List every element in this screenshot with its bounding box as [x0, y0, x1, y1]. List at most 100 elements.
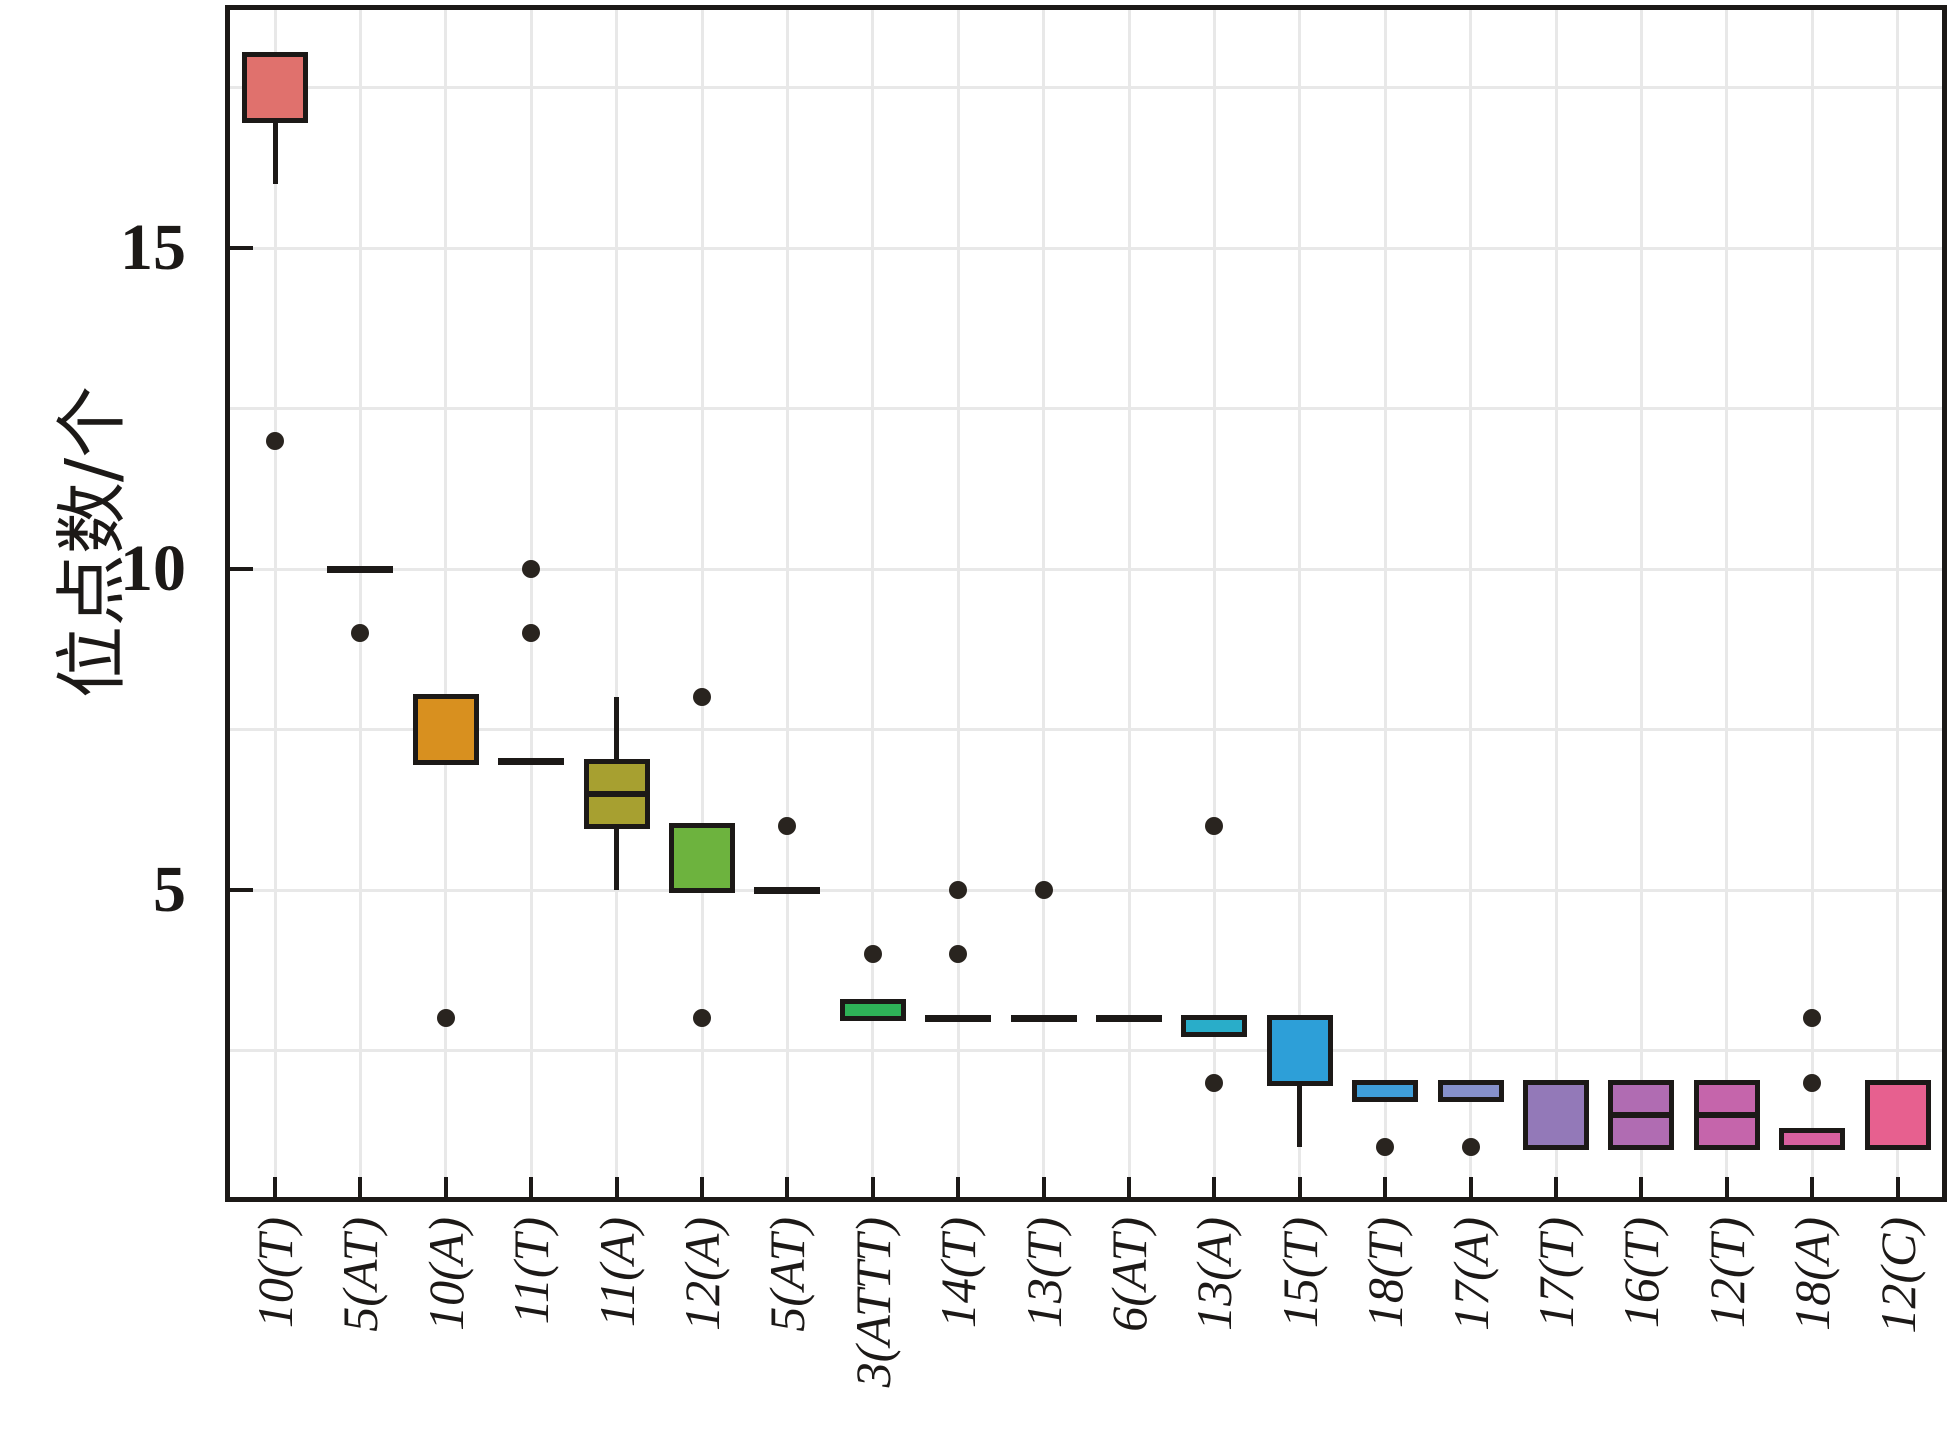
outlier-dot-10(T) [266, 431, 284, 450]
h-gridline [230, 567, 1942, 571]
v-gridline [1127, 10, 1131, 1197]
x-tick-label-14(T): 14(T) [930, 1217, 987, 1329]
x-tick-label-5(AT): 5(AT) [759, 1217, 816, 1332]
flat-box-13(T) [1010, 1014, 1077, 1022]
flat-box-11(T) [498, 758, 565, 766]
x-tick-label-17(A): 17(A) [1442, 1217, 1499, 1331]
median-12(T) [1698, 1111, 1755, 1118]
box-10(T) [242, 52, 308, 123]
v-gridline [1725, 10, 1729, 1197]
x-tick [1212, 1177, 1217, 1202]
x-tick [614, 1177, 619, 1202]
y-tick [225, 567, 253, 571]
outlier-dot-13(A) [1205, 1073, 1224, 1092]
outlier-dot-18(T) [1376, 1137, 1395, 1156]
outlier-dot-11(T) [522, 560, 541, 578]
v-gridline [956, 10, 960, 1197]
outlier-dot-5(AT) [351, 624, 370, 643]
x-tick [785, 1177, 790, 1202]
v-gridline [273, 10, 277, 1197]
v-gridline [1554, 10, 1558, 1197]
h-gridline [230, 1049, 1942, 1052]
x-tick-label-12(T): 12(T) [1698, 1217, 1755, 1329]
outlier-dot-3(ATTT) [863, 945, 882, 964]
box-15(T) [1266, 1015, 1333, 1086]
box-12(A) [669, 822, 735, 893]
x-tick-label-18(A): 18(A) [1784, 1217, 1841, 1331]
x-tick [273, 1177, 277, 1202]
v-gridline [1810, 10, 1814, 1197]
v-gridline [615, 10, 619, 1197]
y-tick-label: 5 [153, 853, 186, 926]
v-gridline [1042, 10, 1046, 1197]
box-18(A) [1779, 1127, 1846, 1150]
v-gridline [529, 10, 533, 1197]
lower-whisker-11(A) [614, 825, 620, 890]
v-gridline [1298, 10, 1302, 1197]
x-tick-label-10(A): 10(A) [417, 1217, 474, 1331]
y-tick [225, 888, 253, 892]
median-11(A) [588, 790, 645, 797]
x-tick [1041, 1177, 1046, 1202]
x-tick [1127, 1177, 1131, 1202]
v-gridline [1896, 10, 1900, 1197]
x-tick [956, 1177, 961, 1202]
lower-whisker-10(T) [272, 119, 278, 184]
x-tick-label-13(T): 13(T) [1015, 1217, 1072, 1329]
plot-panel [225, 5, 1947, 1202]
x-tick-label-17(T): 17(T) [1528, 1217, 1584, 1329]
x-tick [1297, 1177, 1302, 1202]
x-tick-label-10(T): 10(T) [247, 1217, 303, 1329]
x-tick [870, 1177, 875, 1202]
h-gridline [230, 86, 1942, 89]
x-tick [443, 1177, 448, 1202]
x-tick [358, 1177, 363, 1202]
x-tick [1895, 1177, 1900, 1202]
flat-box-6(AT) [1096, 1014, 1162, 1022]
x-tick-label-3(ATTT): 3(ATTT) [844, 1217, 901, 1388]
y-tick-label: 15 [120, 211, 186, 284]
x-tick [1383, 1177, 1388, 1202]
outlier-dot-10(A) [436, 1009, 455, 1028]
outlier-dot-14(T) [949, 945, 968, 964]
flat-box-14(T) [925, 1014, 992, 1022]
box-17(A) [1437, 1079, 1504, 1102]
outlier-dot-5(AT) [778, 816, 797, 835]
outlier-dot-18(A) [1803, 1073, 1822, 1092]
x-tick-label-15(T): 15(T) [1271, 1217, 1328, 1329]
h-gridline [230, 728, 1942, 731]
v-gridline [1469, 10, 1473, 1197]
box-10(A) [412, 694, 479, 765]
outlier-dot-17(A) [1461, 1137, 1480, 1156]
y-tick-label: 10 [120, 532, 186, 605]
x-tick-label-11(A): 11(A) [588, 1217, 645, 1328]
x-tick [1554, 1177, 1558, 1202]
box-3(ATTT) [839, 999, 906, 1022]
outlier-dot-11(T) [522, 624, 541, 643]
y-tick [225, 246, 253, 250]
lower-whisker-15(T) [1297, 1082, 1303, 1147]
v-gridline [1383, 10, 1387, 1197]
median-16(T) [1613, 1111, 1670, 1118]
v-gridline [1639, 10, 1643, 1197]
v-gridline [358, 10, 362, 1197]
x-tick [1468, 1177, 1473, 1202]
outlier-dot-18(A) [1803, 1009, 1822, 1028]
x-tick-label-18(T): 18(T) [1357, 1217, 1414, 1329]
v-gridline [444, 10, 448, 1197]
outlier-dot-13(A) [1205, 816, 1224, 835]
flat-box-5(AT) [327, 565, 394, 573]
x-tick-label-16(T): 16(T) [1613, 1217, 1670, 1329]
x-tick [1810, 1177, 1815, 1202]
h-gridline [230, 888, 1942, 892]
h-gridline [230, 407, 1942, 410]
box-13(A) [1181, 1015, 1248, 1038]
box-18(T) [1352, 1079, 1419, 1102]
x-tick-label-12(A): 12(A) [674, 1217, 730, 1331]
v-gridline [785, 10, 789, 1197]
outlier-dot-13(T) [1034, 881, 1053, 899]
v-gridline [871, 10, 875, 1197]
box-12(C) [1864, 1079, 1931, 1150]
x-tick [700, 1177, 704, 1202]
